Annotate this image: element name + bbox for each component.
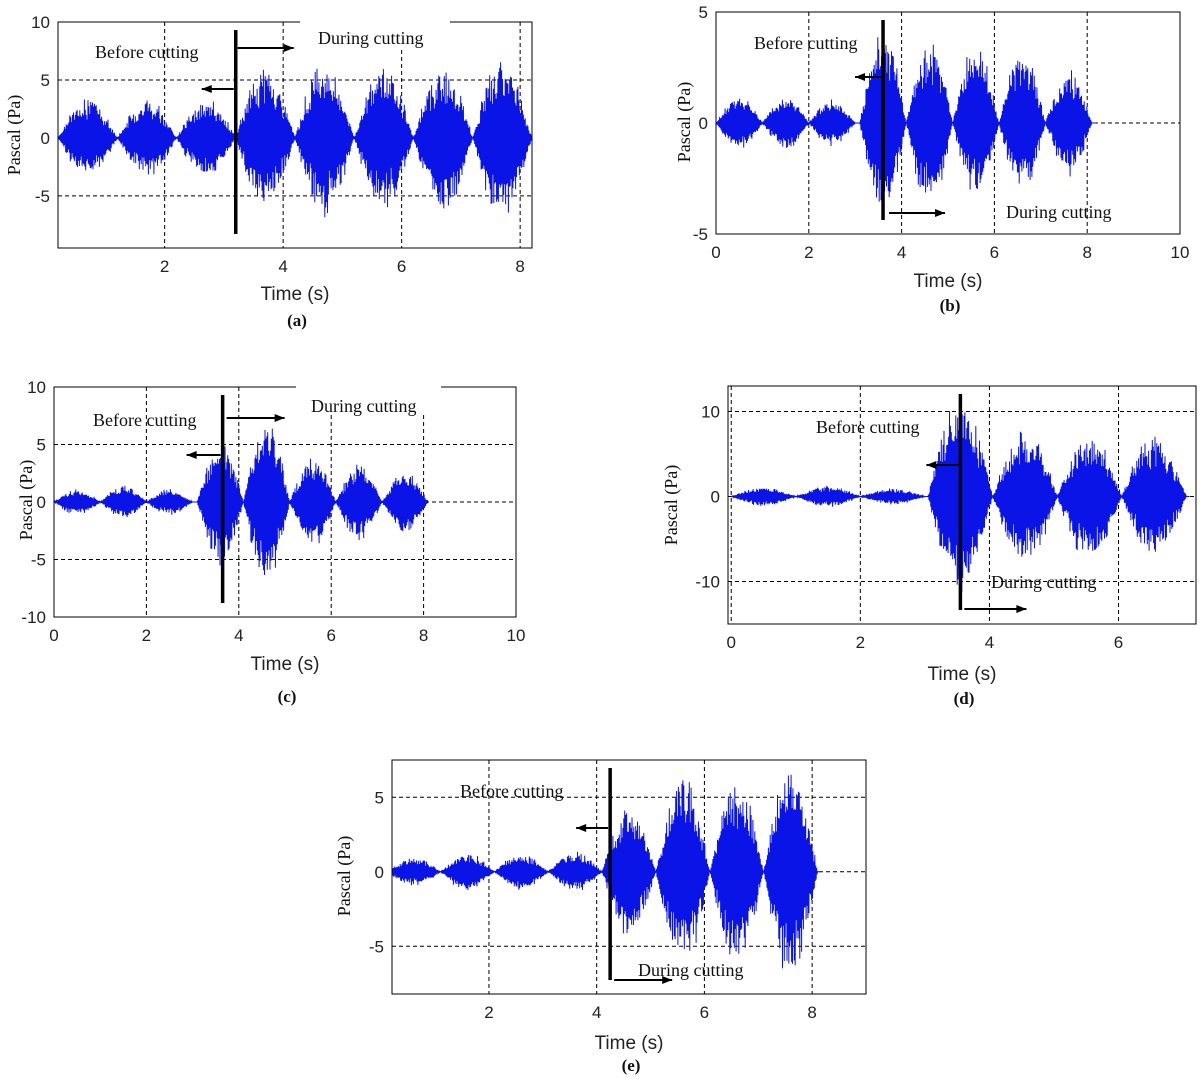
x-axis-title: Time (s) (914, 271, 983, 292)
y-tick-label: 5 (37, 436, 46, 455)
label-backdrop (300, 18, 450, 50)
during-arrow (237, 44, 294, 52)
y-axis-title: Pascal (Pa) (674, 82, 695, 162)
before-cutting-label: Before cutting (95, 42, 198, 62)
panel-label: (b) (940, 296, 961, 315)
x-tick-label: 6 (700, 1003, 709, 1022)
before-cutting-label: Before cutting (754, 33, 857, 53)
y-tick-label: -10 (21, 608, 46, 627)
y-tick-label: 5 (41, 71, 50, 90)
x-tick-label: 4 (897, 243, 906, 262)
y-tick-label: 10 (27, 378, 46, 397)
chart-panel-a: 2 4 6 8 -5 0 5 10 Time (s) Pascal (Pa) (a) Before c… (4, 13, 533, 330)
x-tick-label: 4 (234, 626, 243, 645)
x-tick-label: 0 (726, 633, 735, 652)
x-tick-label: 10 (507, 626, 526, 645)
x-tick-label: 8 (1082, 243, 1091, 262)
y-tick-label: 0 (41, 129, 50, 148)
x-tick-label: 6 (990, 243, 999, 262)
y-axis-title: Pascal (Pa) (16, 460, 37, 540)
label-backdrop (296, 383, 441, 415)
x-tick-label: 2 (804, 243, 813, 262)
before-arrow (201, 85, 234, 93)
before-cutting-label: Before cutting (93, 410, 196, 430)
chart-panel-e: 2 4 6 8 -5 0 5 Time (s) Pascal (Pa) (e) Before cut… (334, 759, 867, 1075)
before-arrow (855, 73, 882, 81)
during-cutting-label: During cutting (318, 28, 424, 48)
x-tick-label: 4 (985, 633, 994, 652)
y-tick-label: 0 (711, 488, 720, 507)
during-cutting-label: During cutting (1006, 202, 1112, 222)
during-arrow (889, 209, 946, 217)
y-tick-label: -5 (693, 225, 708, 244)
y-axis-title: Pascal (Pa) (661, 465, 682, 545)
before-arrow (926, 461, 959, 469)
x-tick-label: 2 (142, 626, 151, 645)
during-cutting-label: During cutting (991, 572, 1097, 592)
y-axis-title: Pascal (Pa) (4, 95, 25, 175)
before-arrow (576, 824, 609, 832)
during-cutting-label: During cutting (311, 396, 417, 416)
x-tick-label: 6 (397, 257, 406, 276)
panel-label: (c) (278, 687, 297, 706)
x-tick-label: 2 (484, 1003, 493, 1022)
during-cutting-label: During cutting (638, 960, 744, 980)
x-tick-label: 8 (419, 626, 428, 645)
plot-frame (391, 759, 867, 995)
y-tick-label: 0 (37, 493, 46, 512)
chart-panel-d: 0 2 4 6 -10 0 10 Time (s) Pascal (Pa) (d) Before c… (661, 385, 1197, 708)
plot-frame (57, 21, 533, 249)
y-tick-label: 10 (31, 13, 50, 32)
pressure-signal-series (57, 62, 533, 218)
x-tick-label: 10 (1171, 243, 1190, 262)
x-axis-title: Time (s) (251, 654, 320, 675)
y-tick-label: 10 (701, 403, 720, 422)
y-tick-label: -5 (31, 551, 46, 570)
y-tick-label: 5 (699, 3, 708, 22)
plot-frame (53, 386, 517, 618)
during-arrow (964, 605, 1027, 613)
panel-label: (e) (622, 1056, 641, 1075)
x-tick-label: 4 (278, 257, 287, 276)
x-axis-title: Time (s) (261, 284, 330, 305)
pressure-signal-series (53, 428, 429, 576)
x-tick-label: 8 (807, 1003, 816, 1022)
y-tick-label: 0 (375, 863, 384, 882)
x-tick-label: 0 (49, 626, 58, 645)
x-tick-label: 6 (326, 626, 335, 645)
plot-frame (715, 11, 1181, 235)
x-axis-title: Time (s) (928, 664, 997, 685)
y-tick-label: -5 (369, 937, 384, 956)
y-tick-label: -5 (35, 187, 50, 206)
before-cutting-label: Before cutting (460, 781, 563, 801)
y-tick-label: -10 (695, 573, 720, 592)
y-axis-title: Pascal (Pa) (334, 836, 355, 916)
x-tick-label: 0 (711, 243, 720, 262)
x-tick-label: 2 (856, 633, 865, 652)
pressure-signal-series (715, 37, 1097, 202)
during-arrow (614, 976, 673, 984)
x-tick-label: 8 (515, 257, 524, 276)
x-tick-label: 6 (1114, 633, 1123, 652)
panel-label: (a) (287, 311, 307, 330)
chart-panel-c: 0 2 4 6 8 10 -10 -5 0 5 10 Time (s) Pascal (Pa) (c) Be… (16, 378, 525, 706)
y-tick-label: 5 (375, 788, 384, 807)
x-tick-label: 4 (592, 1003, 601, 1022)
pressure-signal-series (391, 774, 821, 969)
before-cutting-label: Before cutting (816, 417, 919, 437)
panel-label: (d) (954, 689, 975, 708)
x-axis-title: Time (s) (595, 1033, 664, 1054)
x-tick-label: 2 (160, 257, 169, 276)
plot-frame (727, 385, 1197, 625)
during-arrow (226, 414, 285, 422)
y-tick-label: 0 (699, 114, 708, 133)
before-arrow (186, 451, 221, 459)
